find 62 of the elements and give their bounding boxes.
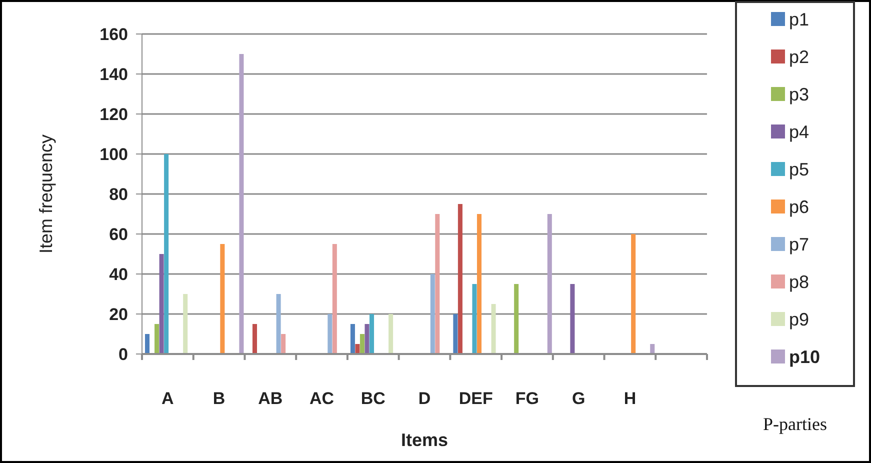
x-tick-label: AC (309, 389, 334, 408)
legend-label: p4 (789, 122, 810, 142)
bar (458, 204, 462, 354)
x-tick-label: D (418, 389, 431, 408)
bar (332, 244, 337, 354)
legend-label: p1 (789, 9, 810, 30)
bar (328, 314, 332, 354)
y-tick-label: 120 (100, 104, 128, 124)
bar (220, 244, 225, 354)
bar (435, 214, 440, 354)
bar (252, 324, 258, 354)
bar (239, 54, 244, 354)
bar (388, 314, 394, 354)
legend-label: p6 (789, 196, 810, 217)
x-tick-label: G (572, 389, 586, 408)
legend-label: p9 (789, 309, 810, 330)
bar (145, 334, 150, 354)
y-axis-title: Item frequency (36, 134, 56, 254)
bar (631, 234, 636, 354)
y-tick-label: 20 (109, 304, 128, 324)
legend-label: p7 (789, 234, 810, 254)
bar (453, 314, 458, 354)
bar (476, 214, 482, 354)
y-tick-label: 140 (100, 64, 128, 84)
x-tick-label: B (212, 389, 226, 408)
bar (355, 344, 360, 354)
bar (369, 314, 374, 354)
y-tick-label: 100 (100, 144, 128, 164)
x-axis-title: Items (400, 430, 448, 450)
bar (570, 284, 575, 354)
bar (364, 324, 370, 354)
x-tick-label: AB (258, 389, 283, 408)
bar (350, 324, 355, 354)
legend-label: p2 (789, 46, 810, 67)
bar (154, 324, 160, 354)
bar (514, 284, 519, 354)
legend-label: p8 (789, 272, 810, 292)
y-tick-label: 40 (109, 264, 128, 284)
bar (164, 154, 169, 354)
bar (650, 344, 655, 354)
bar (276, 294, 281, 354)
bar (360, 334, 364, 354)
legend-label: p5 (789, 159, 810, 180)
x-tick-label: DEF (458, 389, 493, 408)
y-tick-label: 80 (109, 184, 128, 204)
bar (159, 254, 164, 354)
bar (472, 284, 477, 354)
y-tick-label: 160 (100, 24, 128, 44)
bar (491, 304, 496, 354)
bar (281, 334, 286, 354)
y-tick-label: 0 (118, 344, 128, 364)
x-tick-label: A (162, 389, 174, 408)
bar (430, 274, 435, 354)
legend-label: p3 (789, 84, 810, 104)
x-tick-label: H (624, 389, 636, 408)
legend-title: P-parties (763, 414, 827, 434)
x-tick-label: BC (360, 389, 386, 408)
bar (183, 294, 188, 354)
y-tick-label: 60 (109, 224, 128, 244)
bar (547, 214, 552, 354)
x-tick-label: FG (515, 389, 540, 408)
legend-label: p10 (789, 346, 820, 367)
